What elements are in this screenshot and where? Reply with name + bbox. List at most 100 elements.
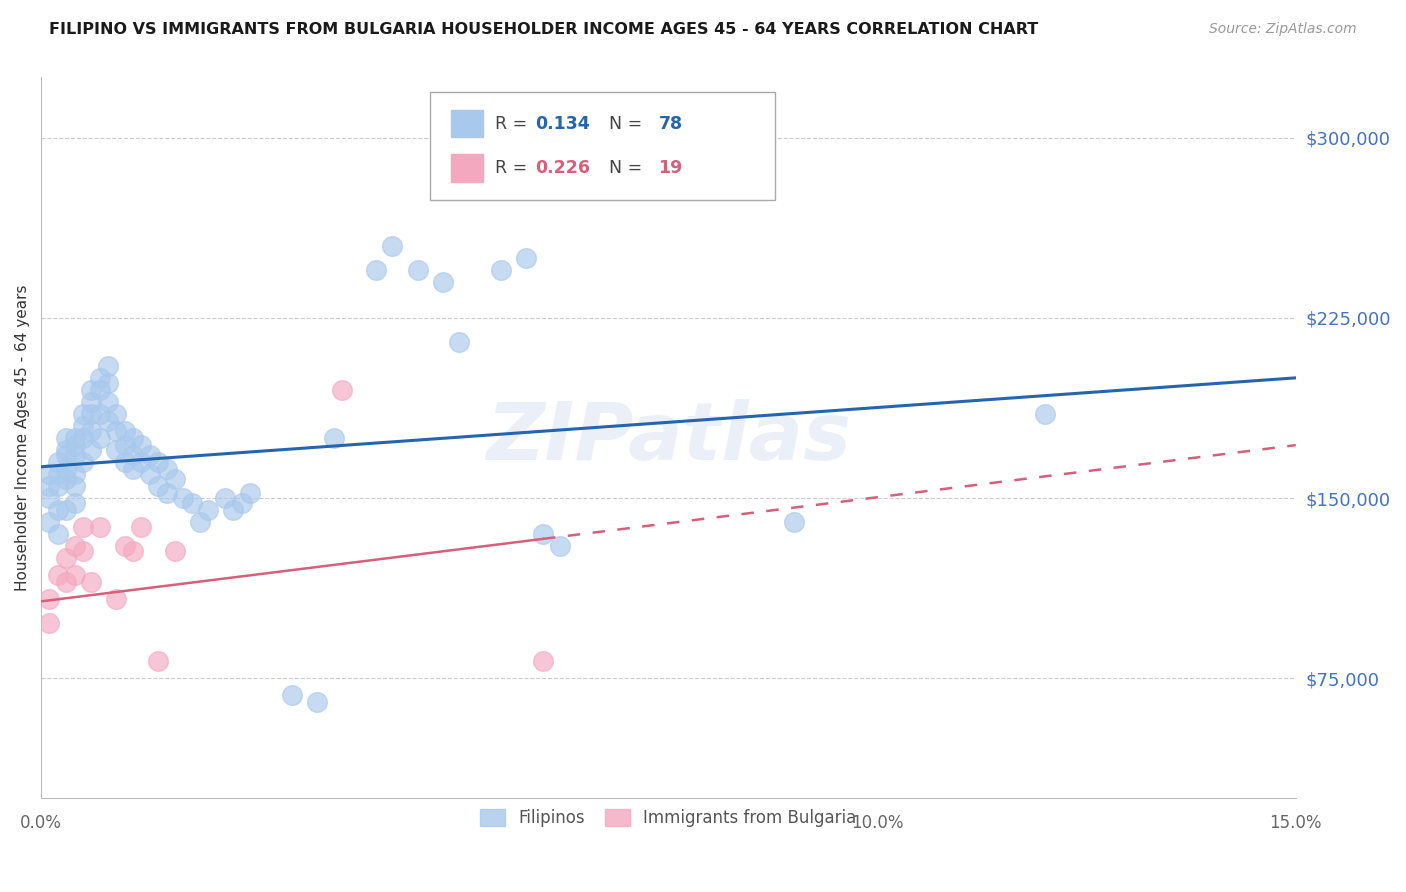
Point (330, 383, 353, 397)
Point (89, 407, 111, 421)
Point (105, 591, 128, 606)
Point (55, 448, 77, 462)
Point (55, 431, 77, 445)
Text: 0.226: 0.226 (536, 159, 591, 178)
Point (131, 520, 153, 534)
Point (163, 544, 186, 558)
Point (114, 438, 136, 452)
Point (449, 334, 471, 349)
Point (239, 486, 262, 500)
Point (148, 655, 170, 669)
Point (55, 503, 77, 517)
Point (214, 491, 236, 505)
Point (46, 503, 69, 517)
Point (783, 515, 806, 529)
Point (172, 491, 194, 505)
Point (55, 575, 77, 590)
Text: Source: ZipAtlas.com: Source: ZipAtlas.com (1209, 22, 1357, 37)
Point (322, 431, 344, 445)
Point (197, 503, 219, 517)
Point (38, 615, 60, 630)
Text: R =: R = (495, 115, 533, 133)
Point (122, 431, 145, 445)
Point (89, 383, 111, 397)
Point (139, 448, 162, 462)
Text: N =: N = (598, 115, 648, 133)
Point (139, 467, 162, 481)
Point (80, 442, 103, 457)
Y-axis label: Householder Income Ages 45 - 64 years: Householder Income Ages 45 - 64 years (15, 285, 30, 591)
Point (531, 655, 554, 669)
Point (180, 496, 202, 510)
Point (515, 251, 537, 265)
Point (63, 431, 86, 445)
Text: N =: N = (598, 159, 648, 178)
Point (148, 455, 170, 469)
Point (364, 262, 387, 277)
Text: 78: 78 (658, 115, 682, 133)
Point (122, 448, 145, 462)
Point (163, 472, 186, 486)
Point (46, 467, 69, 481)
Text: 19: 19 (658, 159, 683, 178)
Point (381, 238, 404, 252)
Point (89, 371, 111, 385)
Point (114, 455, 136, 469)
Point (72, 418, 94, 433)
Point (72, 520, 94, 534)
Point (80, 424, 103, 438)
Point (406, 262, 429, 277)
Point (188, 515, 211, 529)
Point (46, 568, 69, 582)
Point (231, 496, 253, 510)
Point (63, 568, 86, 582)
Point (105, 442, 128, 457)
Point (155, 486, 177, 500)
Point (80, 383, 103, 397)
Point (89, 520, 111, 534)
Point (55, 551, 77, 566)
Point (281, 688, 304, 702)
Point (72, 544, 94, 558)
Point (131, 455, 153, 469)
Text: ZIPatlas: ZIPatlas (486, 399, 851, 477)
Point (97, 395, 120, 409)
Point (432, 275, 454, 289)
Point (105, 407, 128, 421)
Point (489, 262, 512, 277)
Point (531, 527, 554, 541)
Point (548, 539, 571, 553)
Point (63, 448, 86, 462)
Point (38, 591, 60, 606)
Point (155, 462, 177, 476)
Point (122, 462, 145, 476)
Point (97, 414, 120, 428)
Point (114, 539, 136, 553)
Point (63, 479, 86, 493)
Point (38, 515, 60, 529)
Point (46, 479, 69, 493)
Point (122, 544, 145, 558)
Point (105, 424, 128, 438)
Point (148, 479, 170, 493)
Legend: Filipinos, Immigrants from Bulgaria: Filipinos, Immigrants from Bulgaria (474, 802, 863, 833)
Point (63, 539, 86, 553)
Point (72, 431, 94, 445)
Point (114, 424, 136, 438)
Point (38, 467, 60, 481)
FancyBboxPatch shape (451, 154, 482, 182)
Point (307, 695, 329, 709)
Text: FILIPINO VS IMMIGRANTS FROM BULGARIA HOUSEHOLDER INCOME AGES 45 - 64 YEARS CORRE: FILIPINO VS IMMIGRANTS FROM BULGARIA HOU… (49, 22, 1039, 37)
Point (38, 479, 60, 493)
Point (80, 407, 103, 421)
Point (72, 455, 94, 469)
Text: R =: R = (495, 159, 533, 178)
Point (222, 503, 245, 517)
Point (80, 395, 103, 409)
Point (72, 407, 94, 421)
Point (80, 575, 103, 590)
Point (63, 496, 86, 510)
Point (55, 462, 77, 476)
Point (1033, 407, 1056, 421)
Point (89, 431, 111, 445)
